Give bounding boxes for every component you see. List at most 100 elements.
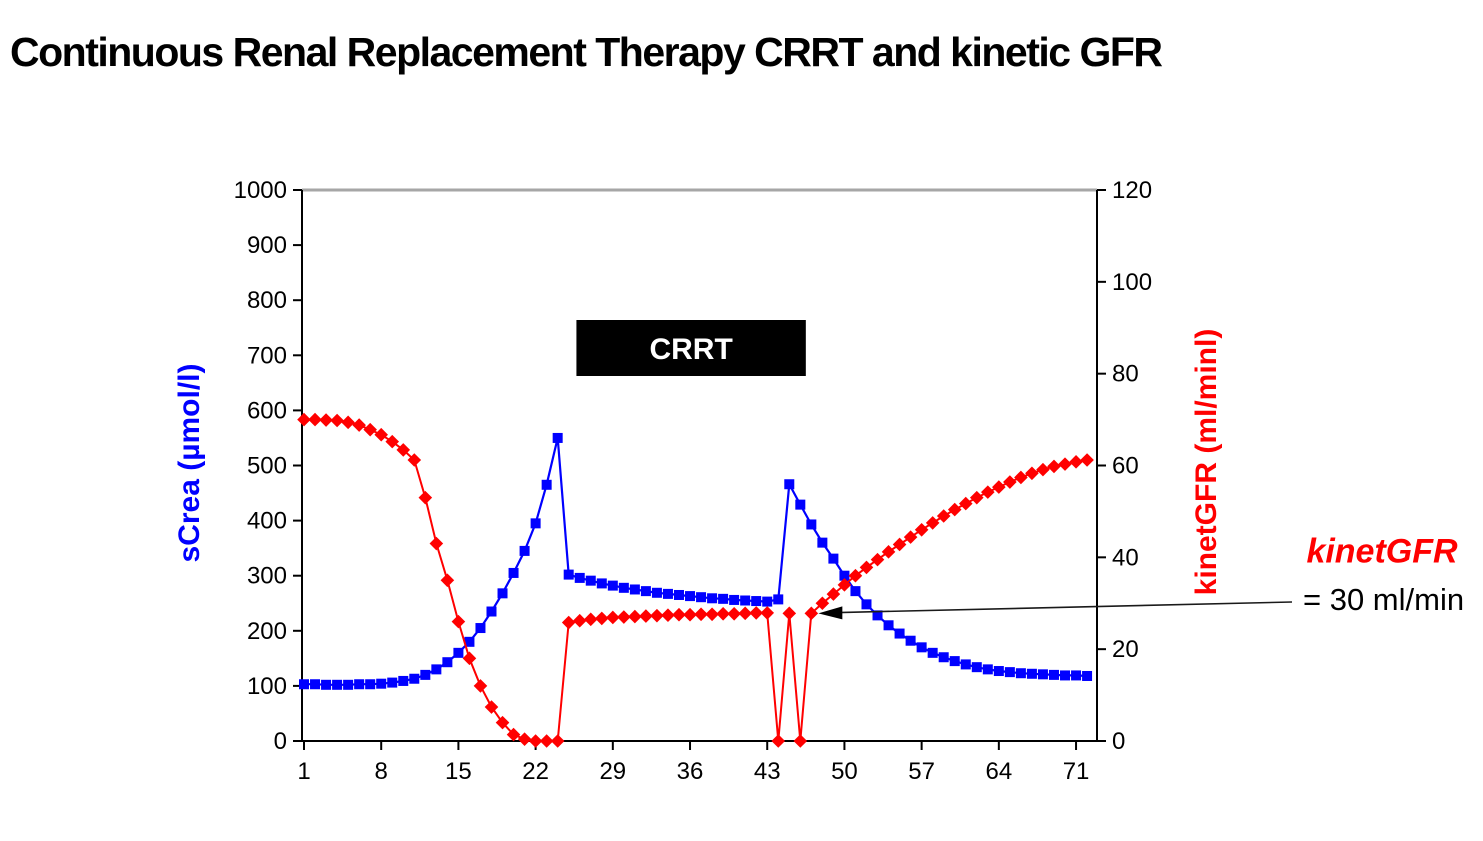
left-axis-tick-label: 300: [247, 563, 287, 590]
kinetgfr-marker-diamond: [815, 596, 830, 611]
right-axis-tick-label: 80: [1112, 361, 1139, 388]
kinetgfr-marker-diamond: [705, 607, 719, 622]
screa-marker-square: [662, 588, 673, 599]
kinetgfr-marker-diamond: [1069, 455, 1083, 469]
screa-marker-square: [321, 679, 332, 690]
kinetgfr-marker-diamond: [451, 614, 466, 629]
screa-marker-square: [784, 479, 795, 490]
page-title: Continuous Renal Replacement Therapy CRR…: [10, 29, 1163, 76]
kinetgfr-marker-diamond: [738, 606, 752, 621]
right-axis-tick-label: 60: [1112, 453, 1139, 480]
screa-marker-square: [1082, 670, 1093, 681]
kinetgfr-marker-diamond: [594, 611, 609, 626]
screa-marker-square: [585, 575, 596, 586]
right-axis-tick-label: 120: [1112, 177, 1152, 204]
crrt-period-box: [576, 320, 806, 376]
screa-marker-square: [354, 679, 365, 690]
screa-marker-square: [640, 586, 651, 597]
x-axis-tick-label: 8: [375, 758, 388, 785]
screa-marker-square: [442, 657, 453, 668]
screa-marker-square: [486, 606, 497, 617]
kinetgfr-marker-diamond: [341, 415, 355, 430]
x-axis-title: Time (days): [0, 0, 742, 18]
kinetgfr-marker-diamond: [606, 610, 620, 625]
kinetgfr-marker-diamond: [981, 485, 995, 499]
screa-marker-square: [707, 593, 718, 604]
kinetgfr-marker-diamond: [352, 418, 366, 432]
left-axis-tick-label: 900: [247, 232, 287, 259]
x-axis-tick-label: 57: [908, 758, 935, 785]
kinetgfr-marker-diamond: [650, 608, 664, 623]
callout-arrow: [818, 601, 1293, 620]
x-axis-tick-label: 50: [831, 758, 858, 785]
axes: 0 100 200 300 400 500 600 700 800 900 1000 0 20 40 60 8…: [234, 177, 1152, 785]
screa-marker-square: [420, 669, 431, 680]
kinetgfr-marker-diamond: [1003, 475, 1017, 489]
kinetgfr-marker-diamond: [804, 606, 819, 621]
kinetgfr-marker-diamond: [1047, 459, 1061, 474]
screa-marker-square: [541, 479, 552, 490]
kinetgfr-marker-diamond: [473, 679, 488, 693]
kinetgfr-marker-diamond: [462, 651, 477, 666]
kinetgfr-marker-diamond: [628, 609, 642, 624]
screa-marker-square: [729, 594, 740, 605]
screa-marker-square: [839, 570, 850, 581]
x-axis-tick-label: 29: [599, 758, 626, 785]
screa-marker-square: [398, 675, 409, 686]
screa-marker-square: [563, 569, 574, 580]
screa-marker-square: [299, 679, 309, 690]
kinetgfr-marker-diamond: [308, 412, 322, 427]
kinetgfr-marker-diamond: [716, 607, 730, 621]
kinetgfr-marker-diamond: [506, 727, 521, 742]
screa-marker-square: [685, 591, 696, 602]
screa-marker-square: [960, 659, 971, 670]
kinetgfr-marker-diamond: [947, 502, 962, 517]
kinetgfr-marker-diamond: [407, 453, 422, 467]
screa-marker-square: [773, 594, 784, 605]
left-axis-tick-label: 200: [247, 618, 287, 645]
crrt-period-annotation: CRRT: [576, 320, 806, 376]
screa-marker-square: [310, 679, 321, 690]
screa-marker-square: [387, 677, 398, 688]
screa-marker-square: [828, 553, 839, 564]
left-axis-tick-label: 500: [247, 453, 287, 480]
kinetgfr-marker-diamond: [484, 700, 499, 714]
screa-marker-square: [409, 673, 420, 684]
screa-marker-square: [762, 596, 773, 607]
kinetgfr-marker-diamond: [925, 516, 940, 530]
kinetgfr-marker-diamond: [958, 496, 973, 511]
kinetgfr-marker-diamond: [914, 522, 929, 537]
screa-marker-square: [453, 647, 464, 658]
right-axis-tick-label: 0: [1112, 728, 1125, 755]
data-series: [297, 412, 1094, 748]
x-axis-tick-label: 36: [677, 758, 704, 785]
kinetgfr-marker-diamond: [440, 573, 455, 588]
screa-marker-square: [673, 589, 684, 600]
screa-marker-square: [607, 580, 618, 591]
screa-marker-square: [629, 584, 640, 595]
kinetgfr-marker-diamond: [661, 608, 675, 622]
screa-marker-square: [618, 582, 629, 593]
screa-marker-square: [751, 596, 762, 607]
screa-marker-square: [696, 592, 707, 603]
kinetgfr-marker-diamond: [1014, 470, 1028, 485]
crrt-period-label: CRRT: [649, 333, 732, 366]
screa-marker-square: [883, 620, 894, 631]
kinetgfr-marker-diamond: [396, 443, 411, 457]
callout-value: = 30 ml/min: [1303, 582, 1465, 617]
x-axis-tick-label: 64: [985, 758, 1012, 785]
screa-marker-square: [464, 636, 475, 647]
callout-title: kinetGFR: [1306, 532, 1458, 571]
kinetgfr-marker-diamond: [826, 587, 841, 601]
kinetgfr-marker-diamond: [793, 734, 808, 748]
screa-marker-square: [530, 518, 541, 529]
left-axis-title: sCrea (µmol/l): [173, 363, 206, 563]
kinetgfr-marker-diamond: [550, 734, 565, 748]
screa-marker-square: [905, 635, 916, 646]
screa-marker-square: [971, 662, 982, 673]
kinetgfr-marker-diamond: [1080, 453, 1094, 467]
kinetgfr-marker-diamond: [727, 607, 741, 621]
kinetgfr-marker-diamond: [859, 560, 874, 575]
kinetgfr-marker-diamond: [771, 734, 786, 748]
